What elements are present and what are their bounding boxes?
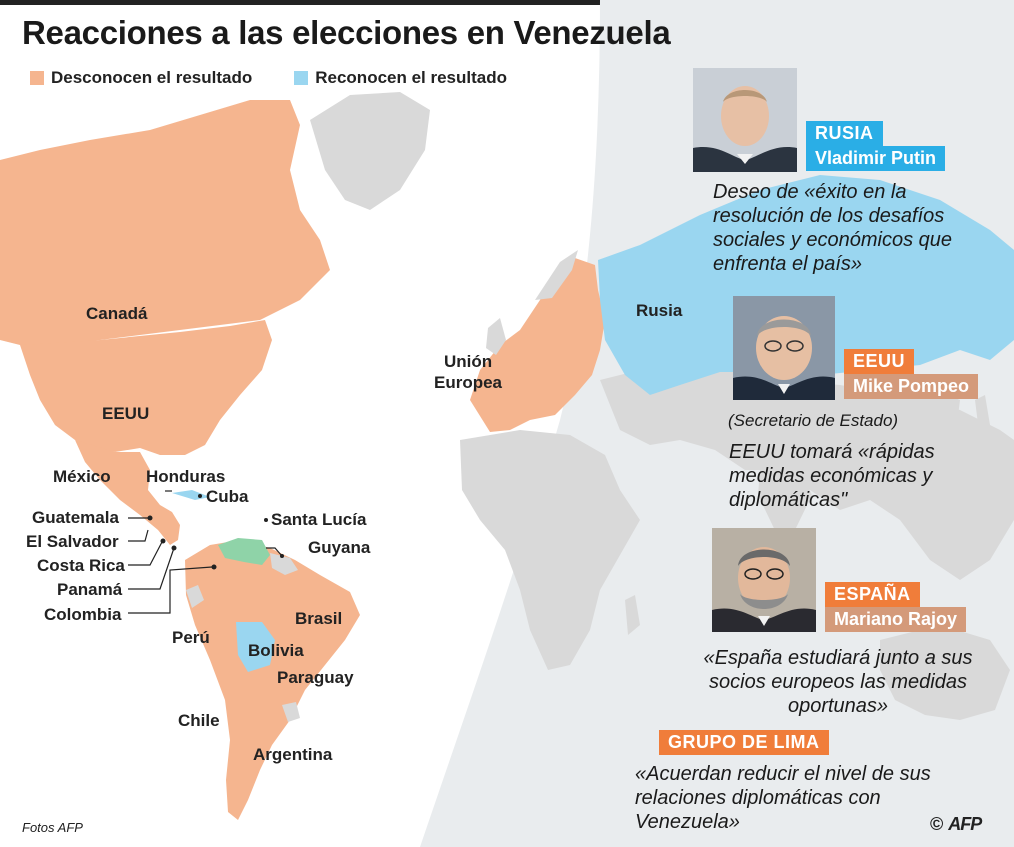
map-label-rusia: Rusia xyxy=(636,301,683,320)
legend: Desconocen el resultado Reconocen el res… xyxy=(30,68,549,88)
africa-shape xyxy=(460,430,640,670)
norway-shape xyxy=(535,250,578,300)
india-shape xyxy=(758,470,812,545)
tag-person-pompeo: Mike Pompeo xyxy=(844,374,979,399)
legend-item-reconocen: Reconocen el resultado xyxy=(294,68,507,88)
photo-credit: Fotos AFP xyxy=(22,820,83,835)
legend-label-desconocen: Desconocen el resultado xyxy=(51,68,253,87)
map-label-mexico: México xyxy=(53,467,111,486)
afp-copyright: © AFP xyxy=(930,814,982,835)
leader-lines xyxy=(128,490,283,614)
map-label-el-salvador: El Salvador xyxy=(26,532,119,551)
tag-country-eeuu: EEUU xyxy=(844,349,915,374)
russia-shape xyxy=(598,175,1014,395)
map-label-chile: Chile xyxy=(178,711,220,730)
photo-putin xyxy=(693,68,797,172)
tag-grupo-de-lima: GRUPO DE LIMA xyxy=(659,730,829,755)
canada-shape xyxy=(0,100,330,345)
map-label-cuba: Cuba xyxy=(206,487,249,506)
map-label-peru: Perú xyxy=(172,628,210,647)
map-label-honduras: Honduras xyxy=(146,467,226,486)
legend-item-desconocen: Desconocen el resultado xyxy=(30,68,252,88)
quote-eeuu: EEUU tomará «rápidas medidas económicas … xyxy=(729,441,935,511)
madagascar-shape xyxy=(625,595,640,635)
venezuela-shape xyxy=(218,538,270,565)
legend-swatch-blue xyxy=(294,71,309,85)
map-label-paraguay: Paraguay xyxy=(277,668,354,687)
tag-country-russia: RUSIA xyxy=(806,121,883,146)
map-label-canada: Canadá xyxy=(86,304,148,323)
greenland-shape xyxy=(310,92,430,210)
uruguay-shape xyxy=(282,702,300,722)
copyright-symbol: © xyxy=(930,814,944,834)
usa-shape xyxy=(20,320,272,455)
tag-person-putin: Vladimir Putin xyxy=(806,146,946,171)
europe-shape xyxy=(470,258,605,432)
bolivia-shape xyxy=(236,622,275,672)
cuba-shape xyxy=(172,490,210,500)
tag-country-espana: ESPAÑA xyxy=(825,582,920,607)
tag-person-rajoy: Mariano Rajoy xyxy=(825,607,967,632)
australia-shape xyxy=(880,625,1010,720)
quote-espana: «España estudiará junto a sus socios eur… xyxy=(703,647,973,717)
map-label-guyana: Guyana xyxy=(308,538,371,557)
role-pompeo: (Secretario de Estado) xyxy=(728,411,899,430)
map-label-santa-lucia: Santa Lucía xyxy=(271,510,367,529)
map-label-eeuu: EEUU xyxy=(102,404,150,423)
map-label-costa-rica: Costa Rica xyxy=(37,556,125,575)
uk-shape xyxy=(486,318,506,355)
legend-label-reconocen: Reconocen el resultado xyxy=(315,68,508,87)
map-label-argentina: Argentina xyxy=(253,745,333,764)
afp-logo: AFP xyxy=(948,814,982,834)
legend-swatch-orange xyxy=(30,71,44,85)
map-label-guatemala: Guatemala xyxy=(32,508,119,527)
map-label-panama: Panamá xyxy=(57,580,123,599)
small-country-dots xyxy=(147,494,284,570)
photo-pompeo xyxy=(733,296,835,400)
quote-grupo-de-lima: «Acuerdan reducir el nivel de sus relaci… xyxy=(635,763,931,833)
quote-russia: Deseo de «éxito en la resolución de los … xyxy=(713,181,953,275)
map-label-bolivia: Bolivia xyxy=(248,641,304,660)
mexico-shape xyxy=(75,440,180,545)
guyanas-shape xyxy=(270,553,298,575)
south-america-shape xyxy=(185,540,360,820)
page-title: Reacciones a las elecciones en Venezuela xyxy=(22,14,671,51)
photo-rajoy xyxy=(712,528,816,632)
japan-shape xyxy=(975,395,990,440)
ecuador-shape xyxy=(186,585,204,608)
china-shape xyxy=(790,385,960,470)
map-label-union-europea: Unión Europea xyxy=(434,352,503,392)
map-label-brasil: Brasil xyxy=(295,609,343,628)
map-label-colombia: Colombia xyxy=(44,605,122,624)
top-rule xyxy=(0,0,1014,5)
